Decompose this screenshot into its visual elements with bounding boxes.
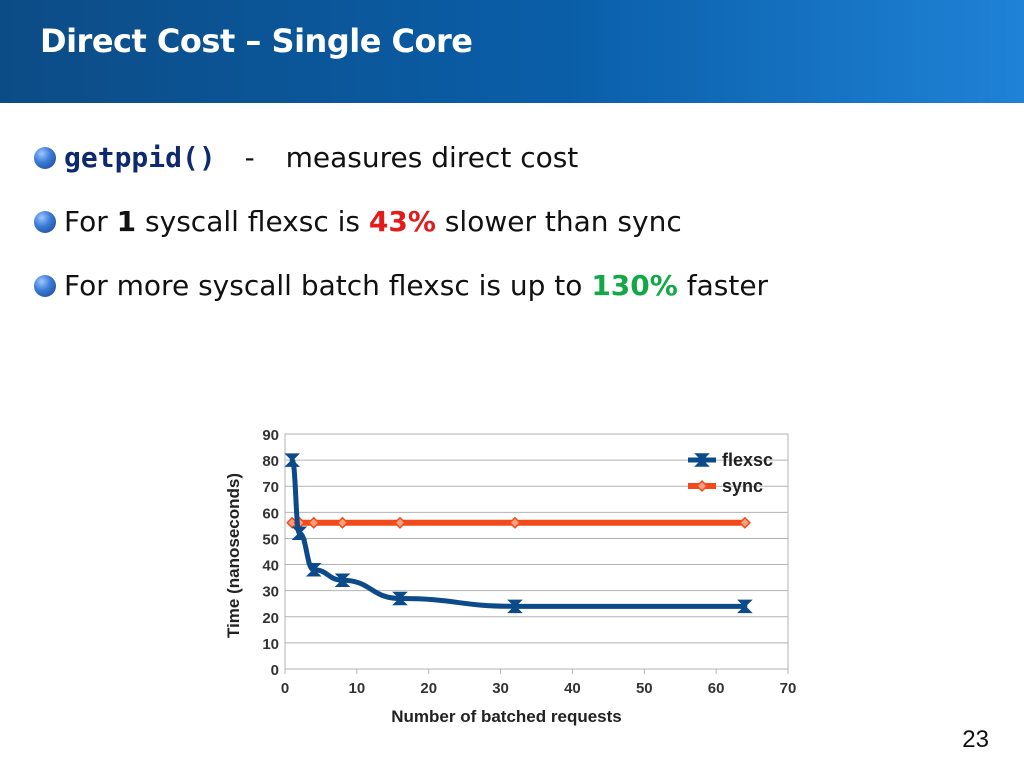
point-flexsc bbox=[284, 453, 300, 467]
faster-percent: 130% bbox=[591, 269, 678, 302]
point-sync bbox=[307, 516, 320, 529]
bullet-text-mid: syscall flexsc is bbox=[145, 205, 360, 238]
point-flexsc bbox=[392, 591, 408, 606]
x-tick-label: 40 bbox=[564, 680, 581, 697]
y-tick-label: 80 bbox=[262, 453, 279, 470]
page-number: 23 bbox=[962, 726, 989, 753]
x-axis-label: Number of batched requests bbox=[391, 707, 622, 726]
legend-label-sync: sync bbox=[722, 476, 763, 496]
x-tick-label: 20 bbox=[420, 680, 437, 697]
x-tick-label: 60 bbox=[708, 680, 725, 697]
bullet-code: getppid() bbox=[64, 141, 216, 174]
bullet-icon bbox=[34, 211, 56, 233]
bullet-icon bbox=[34, 147, 56, 169]
slide-title: Direct Cost – Single Core bbox=[40, 22, 473, 60]
legend-marker-flexsc bbox=[694, 453, 710, 467]
y-tick-label: 40 bbox=[262, 558, 279, 575]
y-tick-label: 60 bbox=[262, 505, 279, 522]
point-flexsc bbox=[334, 573, 351, 587]
point-flexsc bbox=[305, 563, 322, 577]
bullet-dash: - bbox=[244, 141, 255, 174]
y-tick-label: 0 bbox=[271, 662, 279, 679]
legend-label-flexsc: flexsc bbox=[722, 450, 773, 470]
point-flexsc bbox=[291, 526, 308, 540]
x-tick-label: 10 bbox=[349, 680, 366, 697]
y-tick-label: 70 bbox=[262, 479, 279, 496]
slower-percent: 43% bbox=[368, 205, 436, 238]
point-flexsc bbox=[737, 599, 753, 614]
point-sync bbox=[336, 516, 349, 529]
plot-area bbox=[284, 433, 789, 670]
y-tick-label: 30 bbox=[262, 584, 279, 601]
y-tick-label: 50 bbox=[262, 531, 279, 548]
bullet-icon bbox=[34, 275, 56, 297]
x-tick-label: 70 bbox=[780, 680, 797, 697]
y-axis-label: Time (nanoseconds) bbox=[224, 473, 243, 638]
y-tick-label: 90 bbox=[262, 427, 279, 444]
bullet-single-syscall: For 1 syscall flexsc is 43% slower than … bbox=[34, 202, 994, 266]
bullet-getppid: getppid() - measures direct cost bbox=[34, 138, 994, 202]
point-sync bbox=[738, 516, 751, 529]
point-sync bbox=[393, 516, 407, 529]
point-sync bbox=[508, 516, 522, 529]
y-tick-label: 10 bbox=[262, 636, 279, 653]
x-tick-label: 50 bbox=[636, 680, 653, 697]
y-tick-label: 20 bbox=[262, 610, 279, 627]
line-chart: 0 10 20 30 40 50 60 70 80 90 0 10 20 30 40 50 60 70 Number… bbox=[218, 420, 818, 740]
x-tick-label: 30 bbox=[492, 680, 509, 697]
x-tick-label: 0 bbox=[281, 680, 289, 697]
bullet-list: getppid() - measures direct cost For 1 s… bbox=[34, 138, 994, 330]
bullet-text-post: faster bbox=[686, 269, 769, 302]
chart-svg: 0 10 20 30 40 50 60 70 80 90 0 10 20 30 40 50 60 70 Number… bbox=[224, 427, 797, 726]
bullet-batch: For more syscall batch flexsc is up to 1… bbox=[34, 266, 994, 330]
bullet-text-pre: For bbox=[64, 205, 108, 238]
point-flexsc bbox=[507, 599, 523, 614]
bullet-text: measures direct cost bbox=[285, 141, 579, 174]
bullet-text-post: slower than sync bbox=[444, 205, 682, 238]
bullet-number: 1 bbox=[116, 205, 137, 238]
legend-marker-sync bbox=[695, 479, 709, 493]
bullet-text-pre: For more syscall batch flexsc is up to bbox=[64, 269, 583, 302]
title-bar: Direct Cost – Single Core bbox=[0, 0, 1024, 103]
